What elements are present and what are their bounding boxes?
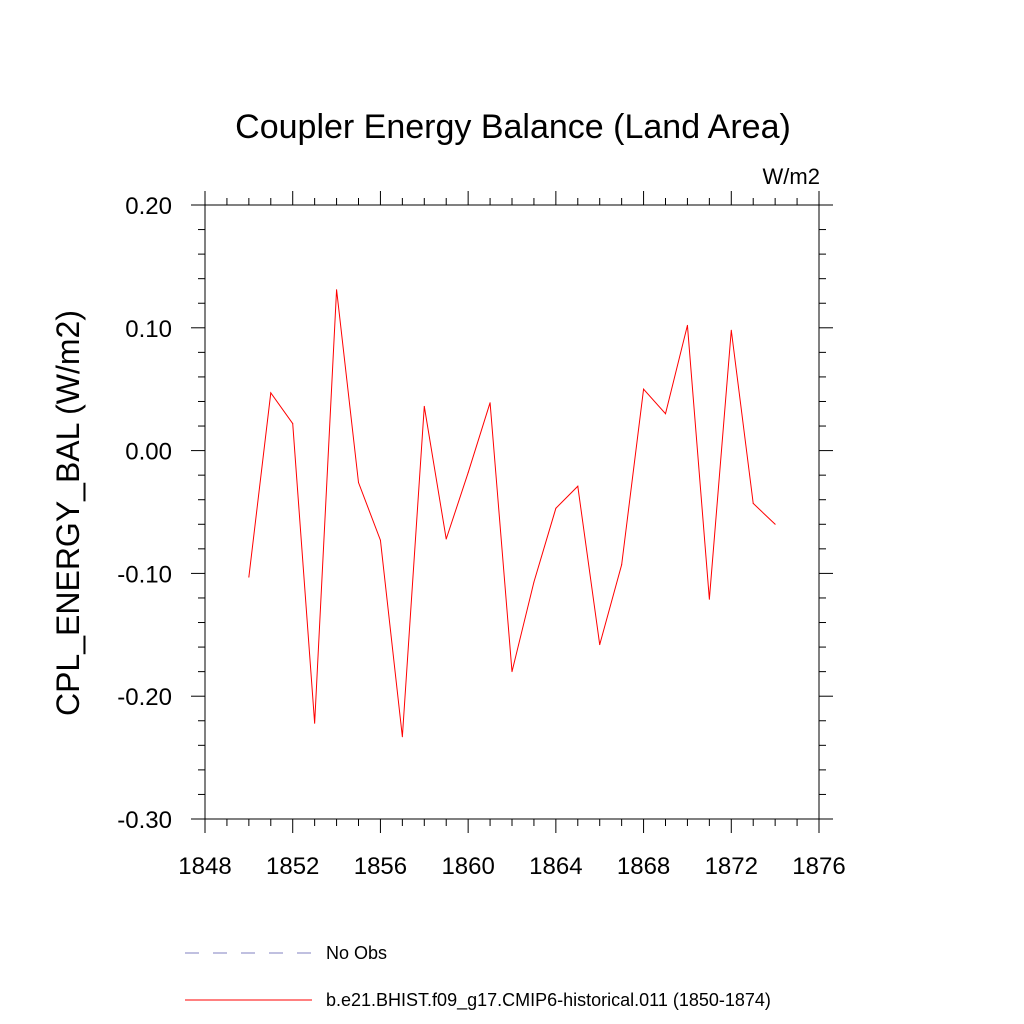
chart-title: Coupler Energy Balance (Land Area): [235, 108, 791, 146]
data-point: [599, 644, 601, 646]
plot-frame: [204, 204, 820, 820]
x-tick-label: 1872: [705, 853, 758, 880]
data-point: [686, 324, 688, 326]
data-point: [314, 722, 316, 724]
x-tick-label: 1860: [441, 853, 494, 880]
data-point: [467, 472, 469, 474]
series-line: [248, 289, 776, 737]
data-point: [292, 423, 294, 425]
legend-label: b.e21.BHIST.f09_g17.CMIP6-historical.011…: [326, 990, 771, 1011]
legend-label: No Obs: [326, 943, 387, 963]
data-point: [511, 671, 513, 673]
plot-series: [248, 289, 776, 738]
data-point: [423, 405, 425, 407]
data-point: [358, 482, 359, 484]
axis-tick-labels: 1848 1852 1856 1860 1864 1868 1872 1876 -0.30 -0.…: [117, 193, 845, 880]
y-tick-label: 0.00: [125, 439, 172, 466]
data-point: [270, 392, 272, 394]
y-tick-label: 0.10: [125, 316, 172, 343]
data-point: [533, 581, 535, 583]
data-point: [336, 289, 338, 291]
y-tick-label: -0.20: [117, 684, 172, 711]
x-tick-label: 1856: [354, 853, 407, 880]
x-tick-label: 1864: [529, 853, 582, 880]
data-point: [401, 736, 403, 738]
data-point: [555, 507, 557, 509]
data-point: [577, 485, 579, 487]
units-label: W/m2: [763, 164, 820, 189]
legend: No Obs b.e21.BHIST.f09_g17.CMIP6-historic…: [185, 943, 771, 1011]
data-point: [379, 539, 381, 541]
data-point: [643, 388, 645, 390]
x-tick-label: 1852: [266, 853, 319, 880]
data-point: [489, 402, 491, 404]
y-tick-label: -0.30: [117, 807, 172, 834]
data-point: [665, 413, 666, 415]
data-point: [752, 502, 754, 504]
x-tick-label: 1876: [792, 853, 845, 880]
data-point: [708, 598, 710, 600]
data-point: [248, 576, 250, 578]
y-tick-label: 0.20: [125, 193, 172, 220]
data-point: [730, 329, 732, 331]
data-point: [445, 538, 447, 540]
axis-ticks: [191, 191, 833, 833]
data-point: [774, 523, 776, 525]
y-tick-label: -0.10: [117, 561, 172, 588]
y-axis-label: CPL_ENERGY_BAL (W/m2): [50, 310, 86, 716]
x-tick-label: 1848: [178, 853, 231, 880]
x-tick-label: 1868: [617, 853, 670, 880]
data-point: [621, 564, 623, 566]
